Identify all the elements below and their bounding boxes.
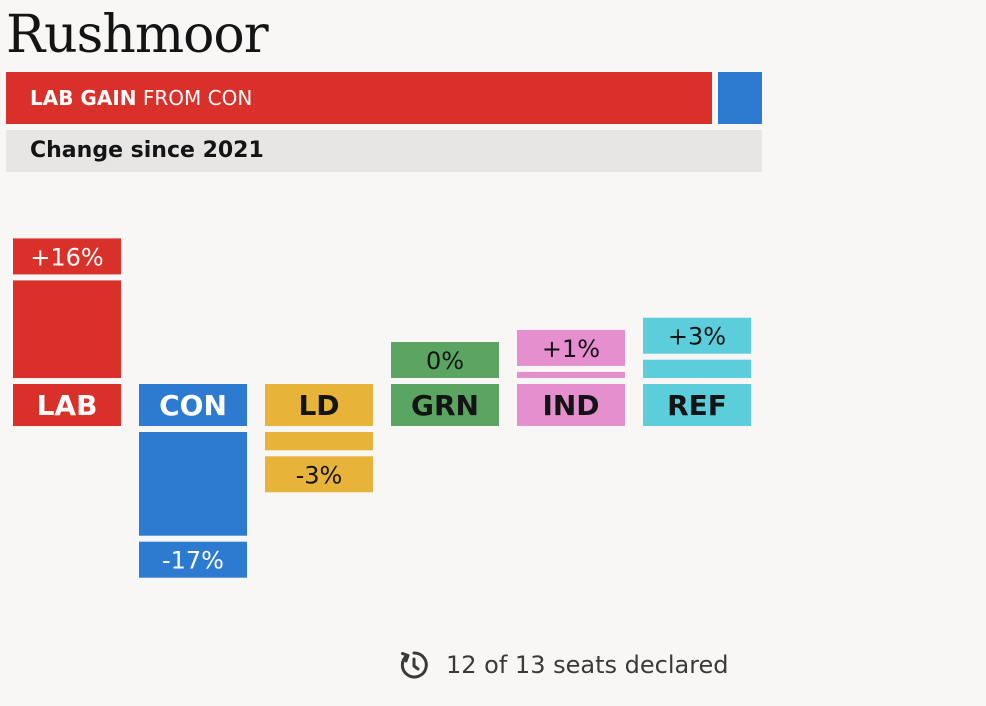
result-banner-main: LAB GAIN FROM CON [6, 72, 712, 124]
party-label-con: CON [159, 389, 227, 422]
party-label-lab: LAB [37, 389, 98, 422]
result-winner: LAB GAIN [30, 86, 137, 110]
value-label-ind: +1% [542, 335, 600, 363]
change-bar-con [139, 432, 247, 536]
value-label-box-grn [391, 342, 499, 378]
party-label-box-con [139, 384, 247, 426]
value-label-ref: +3% [668, 323, 726, 351]
value-label-box-con [139, 541, 247, 578]
value-label-ld: -3% [296, 461, 343, 489]
value-label-grn: 0% [426, 347, 464, 375]
result-from: FROM CON [136, 86, 253, 110]
declaration-status: 12 of 13 seats declared [398, 644, 729, 686]
party-label-box-ld [265, 384, 373, 426]
party-label-box-grn [391, 384, 499, 426]
clock-history-icon [400, 651, 428, 679]
party-label-ld: LD [298, 389, 339, 422]
value-label-box-lab [13, 238, 121, 275]
change-subtitle: Change since 2021 [6, 130, 762, 172]
result-banner-loser-swatch [718, 72, 762, 124]
change-bar-lab [13, 280, 121, 378]
value-label-box-ld [265, 456, 373, 493]
party-label-ind: IND [542, 389, 599, 422]
party-label-ref: REF [667, 389, 727, 422]
value-label-box-ref [643, 317, 751, 354]
change-chart: LAB +16% CON -17% LD -3% GRN 0% IND +1% REF +3% [13, 238, 751, 578]
seats-declared-text: 12 of 13 seats declared [446, 651, 729, 679]
change-bar-ref [643, 359, 751, 378]
party-label-box-ind [517, 384, 625, 426]
value-label-lab: +16% [30, 243, 103, 271]
page-title: Rushmoor [6, 5, 269, 65]
value-label-box-ind [517, 329, 625, 366]
change-bar-ld [265, 432, 373, 451]
result-banner: LAB GAIN FROM CON [6, 72, 762, 124]
party-label-grn: GRN [411, 389, 479, 422]
party-label-box-ref [643, 384, 751, 426]
party-label-box-lab [13, 384, 121, 426]
value-label-con: -17% [162, 547, 224, 575]
change-bar-ind [517, 371, 625, 378]
